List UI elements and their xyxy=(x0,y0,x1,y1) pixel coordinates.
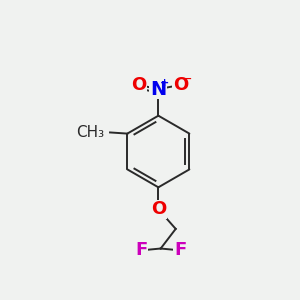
Text: N: N xyxy=(150,80,167,99)
Text: −: − xyxy=(183,74,192,84)
Text: O: O xyxy=(131,76,146,94)
Text: O: O xyxy=(151,200,166,218)
Text: F: F xyxy=(135,242,147,260)
Text: O: O xyxy=(173,76,188,94)
Text: +: + xyxy=(160,78,170,88)
Text: F: F xyxy=(174,242,186,260)
Text: CH₃: CH₃ xyxy=(76,125,104,140)
